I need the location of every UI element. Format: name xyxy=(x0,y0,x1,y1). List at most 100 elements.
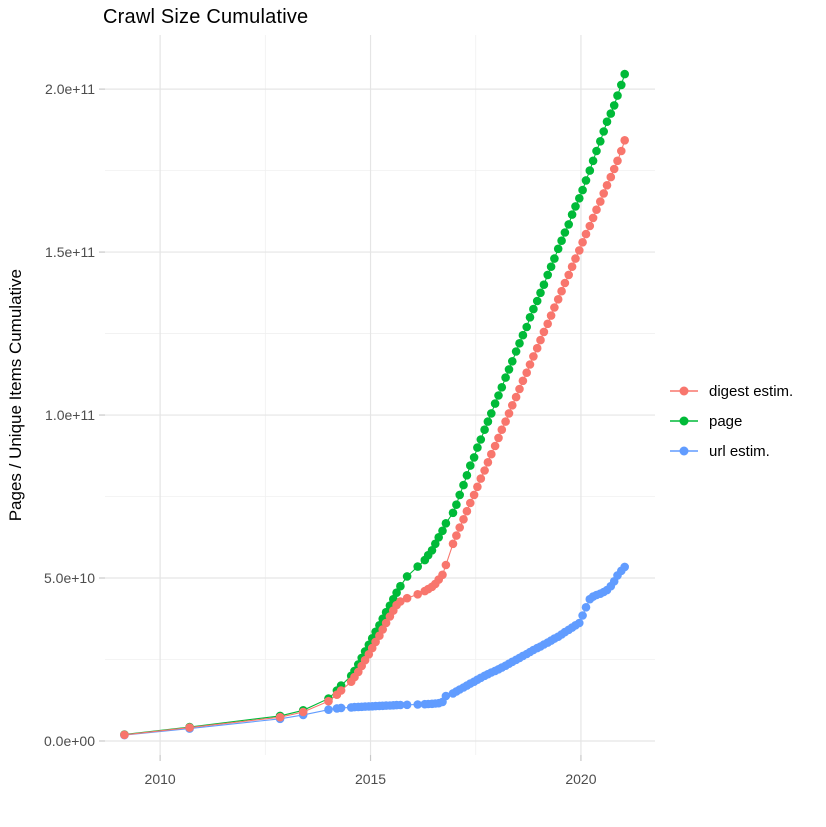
data-point xyxy=(585,166,595,175)
data-point xyxy=(592,205,601,214)
data-point xyxy=(550,254,559,263)
x-axis-tick-label: 2015 xyxy=(355,771,386,787)
data-point xyxy=(462,506,472,516)
data-point xyxy=(469,490,479,500)
data-point xyxy=(546,311,556,320)
data-point xyxy=(620,136,629,145)
data-point xyxy=(613,91,622,100)
data-point xyxy=(585,221,595,231)
data-point xyxy=(476,435,486,444)
data-point xyxy=(452,531,461,540)
data-point xyxy=(392,588,401,597)
data-point xyxy=(599,127,608,136)
data-point xyxy=(469,453,479,462)
data-point xyxy=(522,322,531,332)
data-point xyxy=(413,562,423,571)
legend-entry-digest-estim-: digest estim. xyxy=(668,376,793,406)
data-point xyxy=(553,244,563,254)
data-point xyxy=(606,109,616,118)
data-point xyxy=(448,539,458,549)
data-point xyxy=(532,343,542,353)
data-point xyxy=(120,730,129,740)
y-axis-tick-label: 1.5e+11 xyxy=(45,244,95,260)
data-point xyxy=(511,347,521,356)
data-point xyxy=(620,69,629,79)
data-point xyxy=(396,581,405,591)
data-point xyxy=(571,202,580,211)
data-point xyxy=(275,712,285,722)
x-axis-tick-label: 2010 xyxy=(145,771,176,787)
data-point xyxy=(448,508,458,518)
data-point xyxy=(617,80,626,90)
legend-entry-page: page xyxy=(668,406,793,436)
y-axis-tick-label: 1.0e+11 xyxy=(45,407,95,423)
data-point xyxy=(434,533,444,542)
data-point xyxy=(455,490,465,500)
data-point xyxy=(539,327,549,337)
data-point xyxy=(402,700,412,710)
data-point xyxy=(402,572,412,581)
data-point xyxy=(553,295,563,304)
data-point xyxy=(557,286,566,296)
data-point xyxy=(452,500,461,510)
data-point xyxy=(494,391,503,400)
data-point xyxy=(546,262,556,272)
data-point xyxy=(504,409,514,418)
data-point xyxy=(378,625,388,634)
data-point xyxy=(596,197,605,206)
data-point xyxy=(536,288,545,298)
data-point xyxy=(511,392,521,402)
data-point xyxy=(536,335,545,345)
data-point xyxy=(487,409,496,418)
data-point xyxy=(592,146,601,156)
data-point xyxy=(564,270,573,280)
data-point xyxy=(539,280,549,290)
data-point xyxy=(490,441,500,451)
data-point xyxy=(441,560,451,570)
data-point xyxy=(560,278,570,288)
data-point xyxy=(402,593,412,603)
data-point xyxy=(324,696,333,706)
data-point xyxy=(588,156,598,166)
chart-title: Crawl Size Cumulative xyxy=(103,6,309,28)
legend-label: page xyxy=(709,412,743,430)
data-point xyxy=(508,401,517,410)
data-point xyxy=(543,270,552,280)
data-point xyxy=(602,117,612,126)
data-point xyxy=(532,296,542,306)
data-point xyxy=(441,519,451,528)
data-point xyxy=(522,368,531,378)
data-point xyxy=(518,376,528,386)
legend: digest estim. page url estim. xyxy=(668,376,793,466)
data-point xyxy=(596,137,605,146)
data-point xyxy=(578,611,587,620)
data-point xyxy=(508,357,517,366)
data-point xyxy=(575,618,584,628)
data-point xyxy=(459,515,468,524)
data-point xyxy=(525,360,535,369)
data-point xyxy=(617,146,626,156)
data-point xyxy=(613,156,622,166)
data-point xyxy=(413,700,423,709)
data-point xyxy=(588,213,598,223)
data-point xyxy=(529,352,538,361)
data-point xyxy=(581,176,591,185)
data-point xyxy=(298,707,308,717)
data-point xyxy=(324,705,333,714)
data-point xyxy=(567,210,577,219)
legend-key-icon xyxy=(670,446,698,456)
data-point xyxy=(564,220,573,229)
data-point xyxy=(396,597,405,606)
data-point xyxy=(483,417,493,426)
y-axis-tick-label: 2.0e+11 xyxy=(45,81,95,97)
data-point xyxy=(497,425,507,435)
data-point xyxy=(602,181,612,190)
data-point xyxy=(497,383,507,392)
data-point xyxy=(336,686,346,695)
data-point xyxy=(557,236,566,245)
data-point xyxy=(480,425,489,435)
data-point xyxy=(620,562,629,572)
data-point xyxy=(396,700,405,710)
